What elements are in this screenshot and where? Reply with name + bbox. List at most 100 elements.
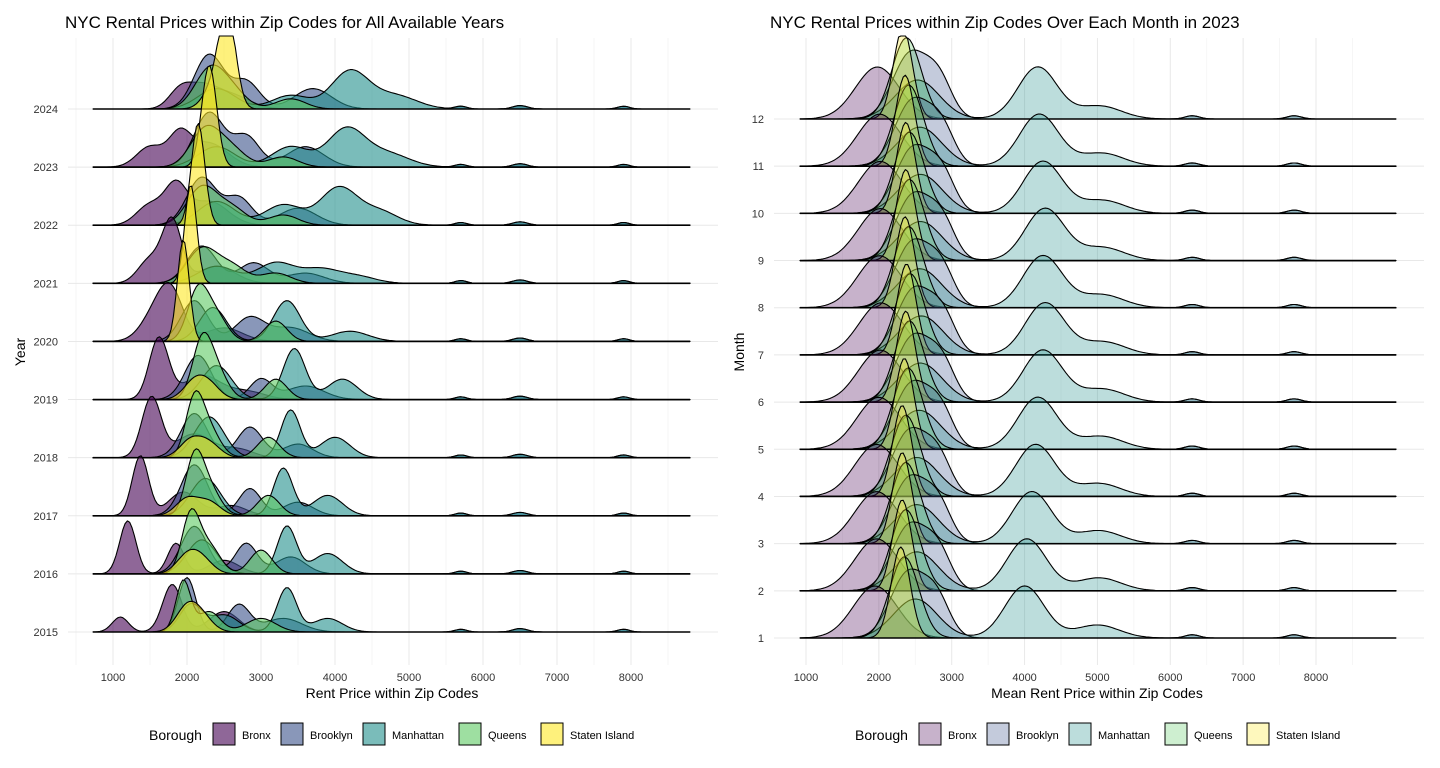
ridge-row-2022	[92, 122, 691, 227]
ridge-row-2020	[92, 239, 691, 343]
legend-swatch	[540, 722, 564, 746]
ridge-row-6	[799, 310, 1397, 403]
x-tick-label: 4000	[323, 672, 347, 684]
ridge-row-2015	[92, 577, 691, 633]
x-tick-label: 2000	[867, 672, 891, 684]
y-tick-label: 2020	[34, 336, 58, 348]
ridge-row-1	[799, 546, 1397, 639]
y-tick-label: 6	[758, 397, 764, 409]
ridge-row-2023	[92, 65, 691, 168]
x-tick-label: 4000	[1012, 672, 1036, 684]
legend-item-staten-island: Staten Island	[540, 722, 634, 746]
ridge-row-5	[799, 358, 1397, 451]
legend-swatch	[1164, 722, 1188, 746]
x-tick-label: 2000	[175, 672, 199, 684]
legend-item-brooklyn: Brooklyn	[986, 722, 1059, 746]
legend-item-queens: Queens	[1164, 722, 1233, 746]
ridges	[799, 35, 1397, 639]
y-axis-title: Month	[731, 333, 747, 372]
ridge-manhattan	[799, 254, 1397, 309]
legend-item-brooklyn: Brooklyn	[280, 722, 353, 746]
x-axis-title: Rent Price within Zip Codes	[306, 685, 479, 701]
legend-swatch	[280, 722, 304, 746]
ridge-row-2016	[92, 508, 691, 575]
ridge-row-3	[799, 452, 1397, 545]
ridge-manhattan	[799, 585, 1397, 639]
x-tick-label: 8000	[619, 672, 643, 684]
x-tick-label: 1000	[794, 672, 818, 684]
y-tick-label: 2015	[34, 627, 58, 639]
ridge-manhattan	[799, 443, 1397, 498]
y-tick-label: 4	[758, 491, 764, 503]
legend-title: Borough	[149, 727, 202, 743]
ridge-manhattan	[799, 113, 1397, 167]
y-tick-label: 11	[753, 161, 764, 173]
y-tick-label: 2	[758, 586, 764, 598]
legend-item-bronx: Bronx	[918, 722, 977, 746]
legend-label: Bronx	[948, 730, 977, 742]
y-tick-label: 7	[758, 350, 764, 362]
ridge-staten-island	[92, 239, 691, 342]
y-tick-label: 5	[758, 444, 764, 456]
legend-label: Manhattan	[392, 730, 444, 742]
legend-swatch	[1068, 722, 1092, 746]
legend-label: Queens	[488, 730, 527, 742]
y-tick-labels: 2015 2016 2017 2018 2019 2020 2021 2022 2023 2024	[34, 104, 58, 639]
legend-label: Brooklyn	[310, 730, 353, 742]
legend-label: Bronx	[242, 730, 271, 742]
x-tick-labels: 1000 2000 3000 4000 5000 6000 7000 8000	[101, 672, 643, 684]
ridge-manhattan	[799, 160, 1397, 214]
ridge-staten-island	[92, 495, 691, 517]
ridges	[92, 35, 691, 633]
ridge-row-2	[799, 499, 1397, 592]
x-axis-title: Mean Rent Price within Zip Codes	[991, 685, 1203, 701]
ridgeline-panel-years: NYC Rental Prices within Zip Codes for A…	[12, 13, 718, 701]
legend-item-queens: Queens	[458, 722, 527, 746]
x-tick-labels: 1000 2000 3000 4000 5000 6000 7000 8000	[794, 672, 1328, 684]
y-tick-label: 2023	[34, 162, 58, 174]
y-tick-label: 2016	[34, 569, 58, 581]
y-tick-label: 9	[758, 256, 764, 268]
ridge-row-4	[799, 405, 1397, 498]
legend-swatch	[362, 722, 386, 746]
ridge-row-10	[799, 121, 1397, 215]
ridge-row-2024	[92, 35, 691, 110]
ridge-row-2019	[92, 331, 691, 401]
ridge-row-2021	[92, 185, 691, 285]
y-tick-label: 2019	[34, 395, 58, 407]
chart-title: NYC Rental Prices within Zip Codes for A…	[65, 13, 504, 32]
x-tick-label: 5000	[397, 672, 421, 684]
legend-label: Brooklyn	[1016, 730, 1059, 742]
ridge-row-2017	[92, 448, 691, 517]
legend-label: Queens	[1194, 730, 1233, 742]
x-tick-label: 6000	[1158, 672, 1182, 684]
ridge-manhattan	[799, 349, 1397, 403]
legend-item-bronx: Bronx	[212, 722, 271, 746]
ridge-row-2018	[92, 390, 691, 459]
x-tick-label: 1000	[101, 672, 125, 684]
x-tick-label: 6000	[471, 672, 495, 684]
legend: Borough Bronx Brooklyn Manhattan Queens Stat…	[149, 722, 634, 746]
x-tick-label: 5000	[1085, 672, 1109, 684]
ridge-manhattan	[799, 301, 1397, 356]
y-tick-label: 8	[758, 303, 764, 315]
legend-label: Staten Island	[570, 730, 634, 742]
y-tick-label: 12	[752, 114, 764, 126]
ridge-row-9	[799, 169, 1397, 262]
legend: Borough Bronx Brooklyn Manhattan Queens Stat…	[855, 722, 1340, 746]
legend-swatch	[458, 722, 482, 746]
legend-swatch	[1246, 722, 1270, 746]
legend-label: Manhattan	[1098, 730, 1150, 742]
ridge-row-12	[799, 35, 1397, 120]
legend-swatch	[918, 722, 942, 746]
y-tick-label: 10	[752, 208, 764, 220]
x-tick-label: 7000	[545, 672, 569, 684]
y-tick-label: 2024	[34, 104, 58, 116]
y-tick-label: 1	[758, 633, 764, 645]
y-axis-title: Year	[12, 338, 28, 367]
y-tick-label: 2018	[34, 453, 58, 465]
y-tick-label: 2022	[34, 220, 58, 232]
ridge-manhattan	[799, 490, 1397, 545]
